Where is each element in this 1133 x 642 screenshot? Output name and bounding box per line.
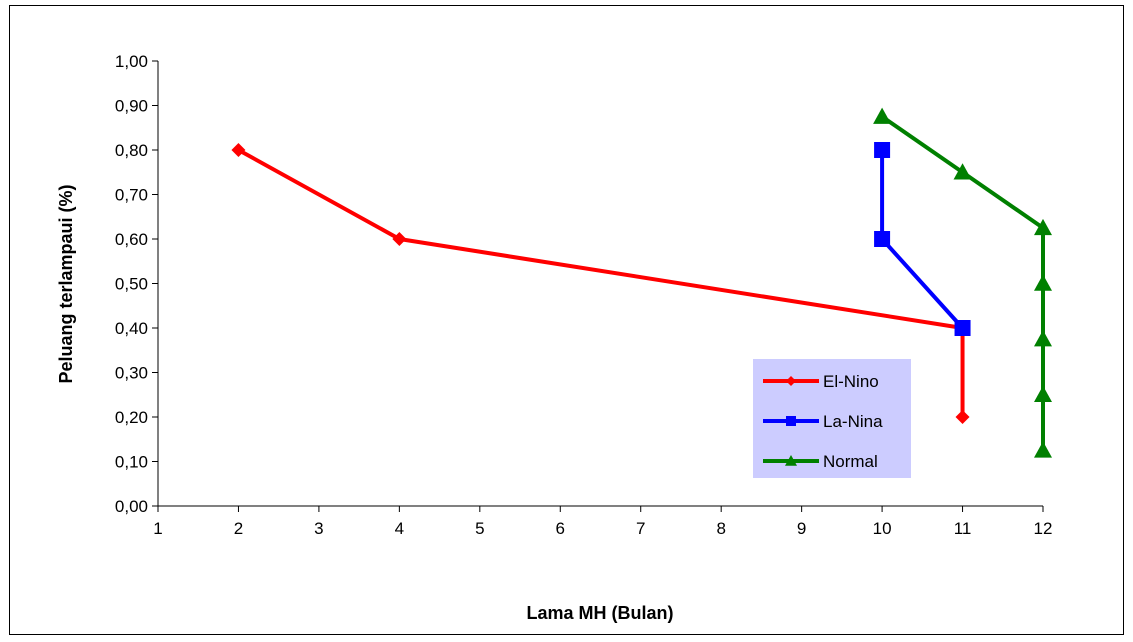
x-tick-label: 5 [475,519,484,538]
data-point [953,163,972,180]
x-tick-label: 2 [234,519,243,538]
legend-swatch-marker [786,416,796,426]
data-point [231,143,246,157]
legend: El-Nino La-Nina Normal [753,359,911,478]
y-axis-title: Peluang terlampaui (%) [56,184,76,383]
legend-label: La-Nina [823,412,883,431]
chart-frame [9,5,1124,635]
x-tick-label: 6 [556,519,565,538]
y-tick-label: 0,20 [115,408,148,427]
y-tick-label: 0,30 [115,364,148,383]
series-layer [231,107,1052,458]
data-point [954,320,971,336]
legend-item: El-Nino [763,372,879,391]
x-tick-label: 7 [636,519,645,538]
legend-item: La-Nina [763,412,883,431]
series-la-nina [874,142,971,336]
y-tick-label: 0,10 [115,453,148,472]
legend-swatch-marker [786,376,796,386]
data-point [955,410,970,424]
y-tick-label: 1,00 [115,52,148,71]
x-tick-label: 8 [716,519,725,538]
legend-item: Normal [763,452,878,471]
y-tick-label: 0,90 [115,97,148,116]
y-tick-label: 0,00 [115,497,148,516]
axes: 0,00 0,10 0,20 0,30 0,40 0,50 0,60 0,70 0,80 0,90… [115,52,1053,538]
data-point [1034,274,1052,291]
x-tick-label: 4 [395,519,404,538]
y-tick-label: 0,50 [115,275,148,294]
legend-label: Normal [823,452,878,471]
x-tick-label: 10 [873,519,892,538]
y-tick-label: 0,60 [115,230,148,249]
series-line [237,148,965,417]
y-tick-label: 0,70 [115,186,148,205]
series-normal [873,107,1052,458]
data-point [392,232,407,246]
data-point [873,107,892,124]
data-point [874,142,891,158]
y-tick-label: 0,40 [115,319,148,338]
data-point [1034,385,1052,402]
legend-swatch-marker [785,455,797,466]
data-point [1034,218,1052,236]
data-point [874,231,891,247]
data-point [1034,441,1052,458]
legend-box [753,359,911,478]
series-line [880,150,965,330]
x-tick-label: 3 [314,519,323,538]
x-tick-label: 1 [153,519,162,538]
x-tick-label: 11 [954,519,972,538]
data-point [1034,330,1052,347]
x-tick-label: 12 [1034,519,1053,538]
y-tick-label: 0,80 [115,141,148,160]
x-tick-label: 9 [797,519,806,538]
x-axis-title: Lama MH (Bulan) [526,603,673,623]
legend-label: El-Nino [823,372,879,391]
